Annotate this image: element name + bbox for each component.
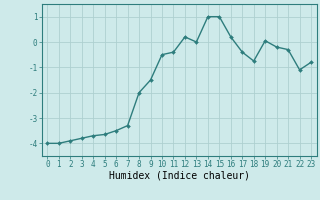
X-axis label: Humidex (Indice chaleur): Humidex (Indice chaleur) — [109, 171, 250, 181]
